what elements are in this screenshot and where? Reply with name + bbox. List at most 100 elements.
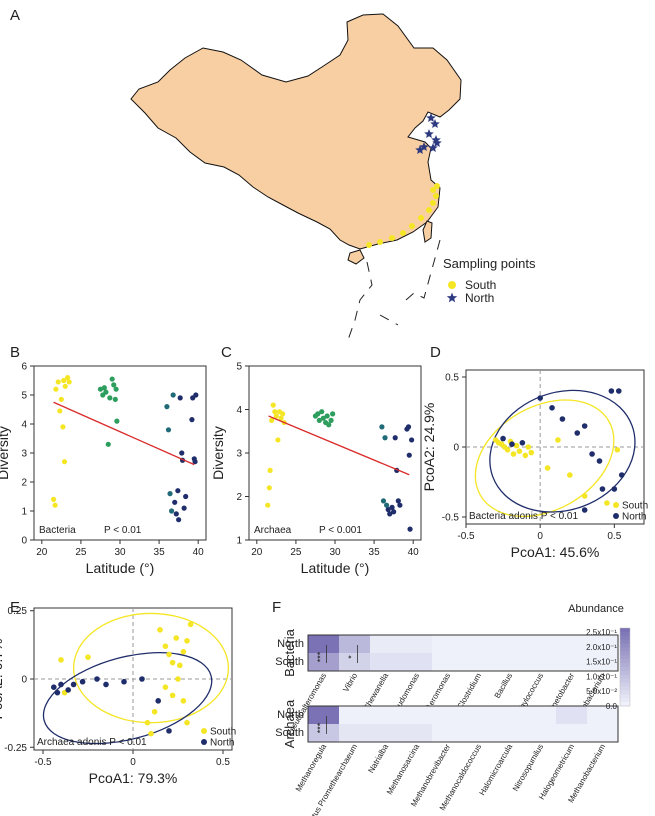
y-tick-label: 4 (21, 420, 27, 431)
data-point-teal (167, 491, 173, 497)
colorbar-segment (620, 635, 630, 641)
data-point-north (94, 676, 100, 682)
y-axis-title: Diversity (210, 426, 226, 480)
south-sample-dot (433, 193, 439, 199)
chart-bacteria-pcoa: -0.5 0 0.5 0.5 0 -0.5 PcoA1: 45.6% PcoA2: 24.9%… (421, 369, 648, 560)
p-value-annotation: P < 0.01 (104, 525, 142, 536)
data-point-north (179, 450, 185, 456)
data-point-south (148, 730, 154, 737)
data-point-teal (379, 424, 385, 430)
x-tick-label: 25 (75, 547, 87, 558)
data-point-mid (326, 422, 332, 428)
north-sample-star-icon (424, 129, 434, 138)
data-point-south (50, 496, 57, 502)
heatmap-column-label: Vibrio (341, 671, 359, 694)
colorbar-segment (620, 655, 630, 660)
data-point-south (265, 502, 271, 508)
heatmap-cell (308, 635, 339, 653)
data-point-north (581, 423, 588, 429)
y-tick-label: 0.5 (445, 373, 459, 384)
data-point-mid (328, 417, 334, 423)
data-point-north (181, 505, 187, 511)
map-legend-title: Sampling points (443, 256, 536, 271)
data-point-north (537, 395, 543, 401)
heatmap-cell (587, 653, 618, 671)
data-point-south (513, 442, 520, 449)
significance-marker: *** (316, 722, 326, 733)
data-point-north (611, 486, 618, 492)
south-sample-dot (409, 223, 415, 229)
data-point-south (184, 637, 190, 644)
heatmap-cell (308, 653, 339, 671)
data-point-south (151, 708, 158, 715)
data-point-mid (114, 418, 120, 424)
data-point-teal (170, 392, 176, 398)
south-sample-dot (400, 230, 406, 236)
south-sample-dot (430, 187, 436, 193)
nine-dash-line (347, 239, 441, 341)
plot-frame (248, 365, 422, 541)
data-point-south (144, 719, 151, 726)
heatmap-cell (463, 706, 494, 724)
heatmap-cell (370, 706, 401, 724)
regression-line (53, 401, 195, 466)
legend-north-dot (613, 513, 619, 519)
data-point-mid (97, 386, 104, 392)
colorbar-segment (620, 702, 630, 707)
data-point-north (79, 678, 86, 685)
y-tick-label: 4 (236, 405, 242, 416)
heatmap-cell (587, 635, 618, 653)
heatmap-block-label: Archaea (282, 699, 297, 748)
sampling-markers (366, 113, 442, 248)
colorbar-segment (620, 690, 630, 695)
data-point-south (169, 659, 176, 666)
data-point-south (516, 448, 523, 455)
data-point-south (270, 402, 276, 408)
y-tick-label: 2 (236, 492, 242, 503)
south-sample-dot (377, 239, 383, 245)
legend-south-dot (201, 728, 207, 734)
data-point-north (54, 689, 61, 696)
hainan-island (347, 249, 365, 265)
heatmap-cell (494, 635, 525, 653)
north-sample-star-icon (430, 119, 440, 128)
data-point-north (549, 405, 555, 411)
heatmap-cell (525, 653, 556, 671)
data-point-south (510, 451, 517, 457)
data-point-north (58, 681, 64, 688)
heatmap-cell (339, 653, 370, 671)
south-sample-dot (426, 207, 432, 213)
data-point-north (166, 728, 172, 734)
heatmap-cell (556, 724, 587, 742)
data-point-north (192, 459, 198, 465)
data-point-south (272, 409, 278, 415)
colorbar-segment (620, 674, 630, 680)
colorbar-segment (620, 667, 630, 672)
heatmap-cell (339, 724, 370, 742)
data-point-north (65, 687, 71, 693)
data-point-teal (382, 435, 388, 441)
south-sample-dot (430, 200, 436, 206)
y-axis-title: PcoA2: 6.7% (0, 639, 5, 720)
colorbar-segment (620, 686, 630, 691)
x-tick-label: 30 (114, 547, 126, 558)
data-point-south (525, 444, 532, 450)
data-point-north (155, 698, 161, 704)
colorbar-segment (620, 651, 630, 656)
data-point-south (85, 654, 91, 660)
data-point-mid (113, 386, 119, 392)
data-point-north (391, 509, 397, 515)
data-point-south (275, 437, 281, 443)
data-point-mid (112, 396, 118, 402)
china-map (130, 13, 462, 341)
heatmap-cell (556, 706, 587, 724)
y-tick-label: 5 (21, 391, 27, 402)
y-tick-label: 1 (236, 536, 242, 547)
data-point-south (166, 651, 172, 658)
heatmap-frame (307, 705, 619, 743)
data-point-north (574, 430, 581, 436)
south-sample-dot (418, 215, 424, 221)
data-point-north (500, 435, 506, 442)
data-point-south (66, 379, 72, 385)
